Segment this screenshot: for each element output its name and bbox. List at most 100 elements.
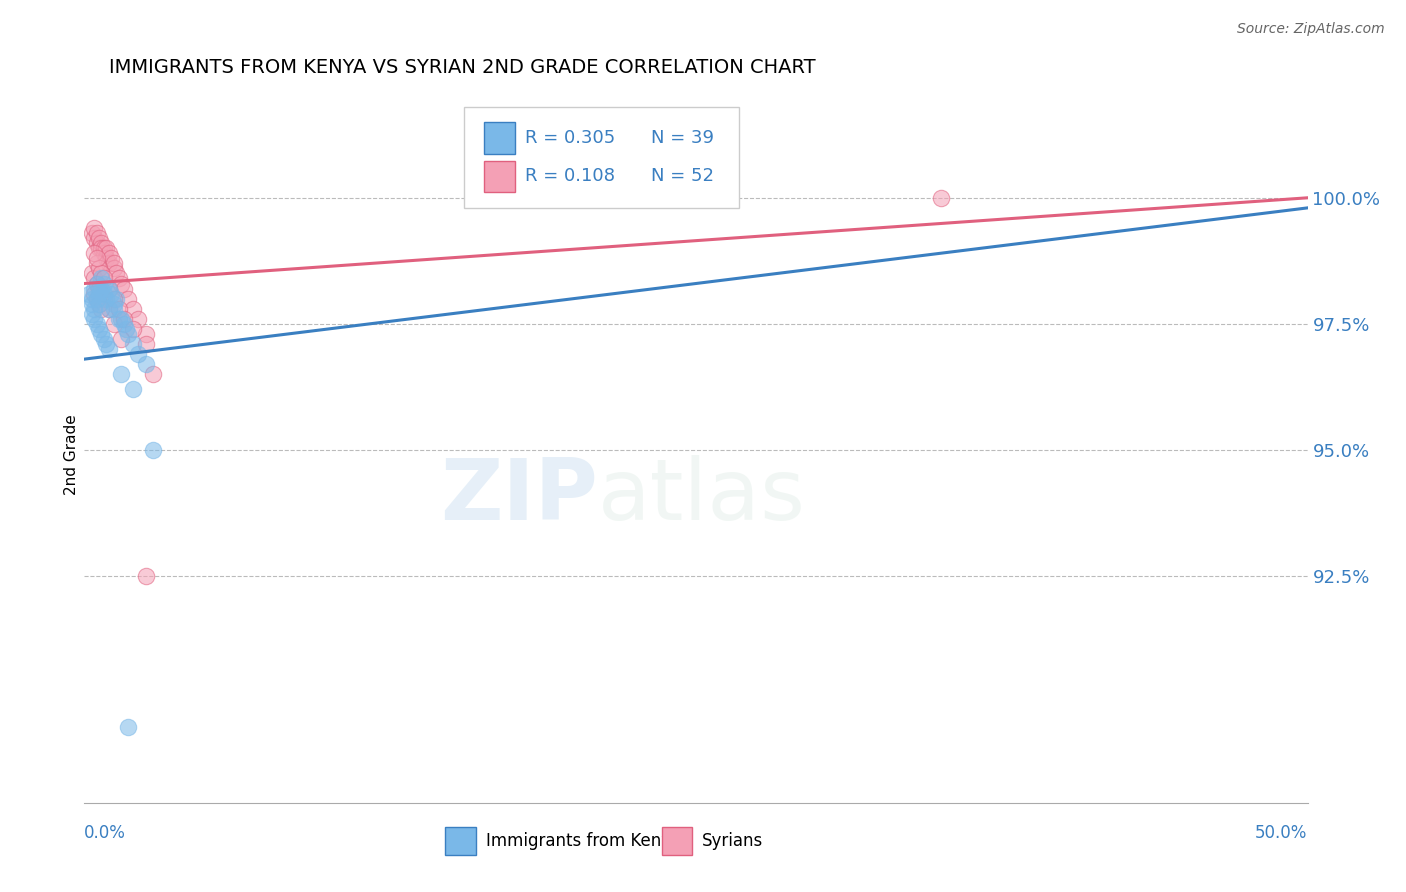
Point xyxy=(93,241,115,255)
Point xyxy=(80,296,103,310)
Point xyxy=(110,277,132,291)
FancyBboxPatch shape xyxy=(446,827,475,855)
Point xyxy=(112,317,135,331)
Point xyxy=(86,277,108,291)
Point xyxy=(86,252,108,266)
Point xyxy=(83,281,105,295)
Point xyxy=(97,256,120,270)
Text: N = 39: N = 39 xyxy=(651,129,714,147)
Point xyxy=(86,292,108,306)
Point xyxy=(142,442,165,457)
Text: R = 0.305: R = 0.305 xyxy=(524,129,614,147)
Point xyxy=(83,301,105,316)
Point xyxy=(83,311,105,326)
Point xyxy=(97,301,120,316)
Point xyxy=(83,286,105,301)
Point xyxy=(77,286,100,301)
Point xyxy=(90,267,112,281)
Text: Syrians: Syrians xyxy=(702,832,763,850)
Point xyxy=(929,191,952,205)
Point xyxy=(90,241,112,255)
Point xyxy=(112,281,135,295)
Point xyxy=(105,292,128,306)
Point xyxy=(87,286,110,301)
Point xyxy=(97,281,120,295)
Point xyxy=(122,337,145,351)
Point xyxy=(93,286,115,301)
Point xyxy=(96,252,118,266)
Point xyxy=(87,241,110,255)
Point xyxy=(110,311,132,326)
Point xyxy=(103,261,125,276)
Point xyxy=(103,317,125,331)
Point xyxy=(86,256,108,270)
Point xyxy=(93,271,115,285)
Text: 50.0%: 50.0% xyxy=(1256,823,1308,842)
Point xyxy=(90,326,112,341)
Point xyxy=(80,267,103,281)
Point xyxy=(117,326,139,341)
Point xyxy=(83,221,105,235)
Point xyxy=(83,271,105,285)
Point xyxy=(122,383,145,397)
Point xyxy=(87,296,110,310)
Point xyxy=(90,236,112,251)
Point xyxy=(93,277,115,291)
Point xyxy=(135,326,157,341)
Text: R = 0.108: R = 0.108 xyxy=(524,168,614,186)
Point xyxy=(96,337,118,351)
Point xyxy=(86,317,108,331)
Point xyxy=(87,296,110,310)
Point xyxy=(103,301,125,316)
Point xyxy=(86,236,108,251)
Point xyxy=(87,231,110,245)
Point xyxy=(93,332,115,346)
Point xyxy=(90,301,112,316)
Point xyxy=(110,332,132,346)
Point xyxy=(90,271,112,285)
Point xyxy=(142,368,165,382)
Point xyxy=(135,357,157,371)
Point xyxy=(107,271,129,285)
Point xyxy=(122,301,145,316)
Point xyxy=(103,256,125,270)
Point xyxy=(103,292,125,306)
Text: N = 52: N = 52 xyxy=(651,168,714,186)
Point xyxy=(107,311,129,326)
FancyBboxPatch shape xyxy=(464,107,738,208)
Text: ZIP: ZIP xyxy=(440,455,598,538)
Point xyxy=(112,311,135,326)
Point xyxy=(127,311,149,326)
Point xyxy=(127,347,149,361)
Point xyxy=(87,322,110,336)
Point xyxy=(86,277,108,291)
Point xyxy=(135,337,157,351)
Y-axis label: 2nd Grade: 2nd Grade xyxy=(63,415,79,495)
Point xyxy=(122,322,145,336)
Point xyxy=(86,292,108,306)
Point xyxy=(135,569,157,583)
Point xyxy=(117,292,139,306)
Point xyxy=(90,286,112,301)
Point xyxy=(80,226,103,240)
FancyBboxPatch shape xyxy=(662,827,692,855)
Point xyxy=(90,281,112,295)
Point xyxy=(96,241,118,255)
Point xyxy=(97,246,120,260)
Point xyxy=(83,246,105,260)
Point xyxy=(103,296,125,310)
Point xyxy=(86,226,108,240)
Point xyxy=(80,307,103,321)
Point xyxy=(97,281,120,295)
Point xyxy=(93,292,115,306)
Point xyxy=(100,286,122,301)
Text: Source: ZipAtlas.com: Source: ZipAtlas.com xyxy=(1237,22,1385,37)
Point xyxy=(93,246,115,260)
Point xyxy=(115,322,138,336)
Point xyxy=(83,231,105,245)
Point xyxy=(97,342,120,356)
Point xyxy=(87,261,110,276)
Point xyxy=(97,301,120,316)
Point xyxy=(105,267,128,281)
Text: IMMIGRANTS FROM KENYA VS SYRIAN 2ND GRADE CORRELATION CHART: IMMIGRANTS FROM KENYA VS SYRIAN 2ND GRAD… xyxy=(108,58,815,78)
